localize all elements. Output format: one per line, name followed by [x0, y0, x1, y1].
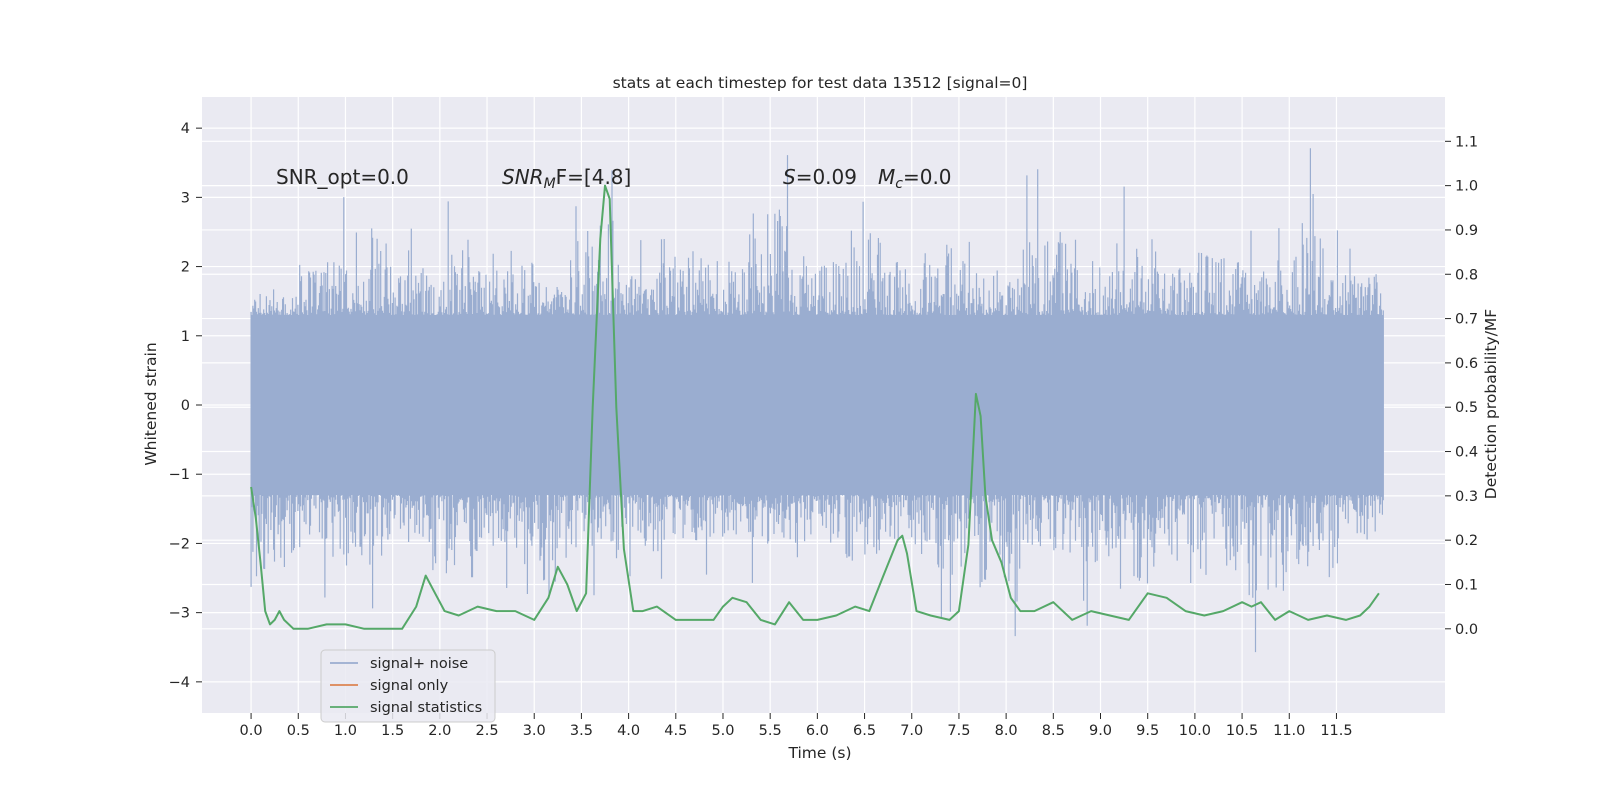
annotation-mc: Mc=0.0 — [878, 165, 952, 192]
y-right-axis-label: Detection probability/MF — [1482, 309, 1500, 500]
x-tick-label: 1.0 — [334, 723, 357, 739]
statistics-line — [250, 184, 1380, 630]
x-tick-label: 0.0 — [240, 723, 263, 739]
snr-mf-rest: F=[4.8] — [556, 165, 632, 189]
y-right-tick-label: 0.1 — [1455, 577, 1478, 593]
annotation-s: S=0.09 — [783, 165, 857, 189]
y-left-tick-label: −3 — [169, 606, 190, 622]
y-left-tick-label: −1 — [169, 467, 190, 483]
x-tick-label: 11.5 — [1320, 723, 1352, 739]
legend-label-noise: signal+ noise — [370, 656, 468, 672]
y-left-axis-label: Whitened strain — [142, 342, 160, 465]
x-tick-label: 4.0 — [617, 723, 640, 739]
statistics-series — [250, 184, 1380, 630]
y-right-tick-label: 0.2 — [1455, 533, 1478, 549]
x-tick-label: 4.5 — [664, 723, 687, 739]
mc-main: M — [878, 165, 895, 189]
y-left-axis-ticks: 4 3 2 1 0 −1 −2 −3 −4 — [169, 121, 202, 691]
y-right-tick-label: 1.1 — [1455, 134, 1478, 150]
x-tick-label: 2.5 — [475, 723, 498, 739]
x-tick-label: 11.0 — [1273, 723, 1305, 739]
x-tick-label: 2.0 — [428, 723, 451, 739]
snr-mf-sub: M — [544, 176, 556, 192]
x-tick-label: 3.0 — [523, 723, 546, 739]
y-left-tick-label: 3 — [181, 190, 190, 206]
legend: signal+ noise signal only signal statist… — [320, 649, 496, 723]
x-tick-label: 5.0 — [711, 723, 734, 739]
y-left-tick-label: 1 — [181, 329, 190, 345]
x-tick-label: 0.5 — [287, 723, 310, 739]
x-tick-label: 7.0 — [900, 723, 923, 739]
x-tick-label: 10.5 — [1226, 723, 1258, 739]
y-right-tick-label: 0.5 — [1455, 400, 1478, 416]
x-tick-label: 1.5 — [381, 723, 404, 739]
s-rest: =0.09 — [796, 165, 857, 189]
noise-series — [250, 148, 1384, 653]
y-right-tick-label: 0.6 — [1455, 356, 1478, 372]
x-axis-label: Time (s) — [787, 744, 851, 762]
x-tick-label: 3.5 — [570, 723, 593, 739]
x-tick-label: 9.0 — [1089, 723, 1112, 739]
noise-spikes — [250, 148, 1384, 653]
mc-sub: c — [895, 176, 903, 192]
s-main: S — [783, 165, 796, 189]
x-axis-ticks: 0.0 0.5 1.0 1.5 2.0 2.5 3.0 3.5 4.0 4.5 5.0 5.5 6.0 6… — [240, 713, 1353, 739]
x-tick-label: 10.0 — [1179, 723, 1211, 739]
legend-box — [320, 649, 496, 723]
y-right-tick-label: 0.9 — [1455, 223, 1478, 239]
legend-label-statistics: signal statistics — [370, 700, 482, 716]
annotation-snr-opt: SNR_opt=0.0 — [276, 165, 409, 189]
y-left-tick-label: −2 — [169, 536, 190, 552]
y-left-tick-label: 0 — [181, 398, 190, 414]
mc-rest: =0.0 — [903, 165, 952, 189]
x-tick-label: 7.5 — [947, 723, 970, 739]
y-right-axis-ticks: 1.1 1.0 0.9 0.8 0.7 0.6 0.5 0.4 0.3 0.2 0.1 0.0 — [1445, 134, 1478, 638]
chart-title: stats at each timestep for test data 135… — [613, 74, 1028, 92]
y-right-tick-label: 0.7 — [1455, 312, 1478, 328]
y-left-tick-label: −4 — [169, 675, 190, 691]
y-right-tick-label: 0.4 — [1455, 445, 1478, 461]
annotation-snr-mf: SNRMF=[4.8] — [502, 165, 631, 192]
y-left-tick-label: 2 — [181, 260, 190, 276]
x-tick-label: 5.5 — [759, 723, 782, 739]
x-tick-label: 9.5 — [1136, 723, 1159, 739]
y-right-tick-label: 0.0 — [1455, 622, 1478, 638]
x-tick-label: 8.5 — [1042, 723, 1065, 739]
y-right-tick-label: 1.0 — [1455, 179, 1478, 195]
y-left-tick-label: 4 — [181, 121, 190, 137]
x-tick-label: 6.0 — [806, 723, 829, 739]
x-tick-label: 6.5 — [853, 723, 876, 739]
snr-mf-main: SNR — [502, 165, 544, 189]
x-tick-label: 8.0 — [995, 723, 1018, 739]
legend-label-signal-only: signal only — [370, 678, 449, 694]
y-right-tick-label: 0.8 — [1455, 267, 1478, 283]
y-right-tick-label: 0.3 — [1455, 489, 1478, 505]
